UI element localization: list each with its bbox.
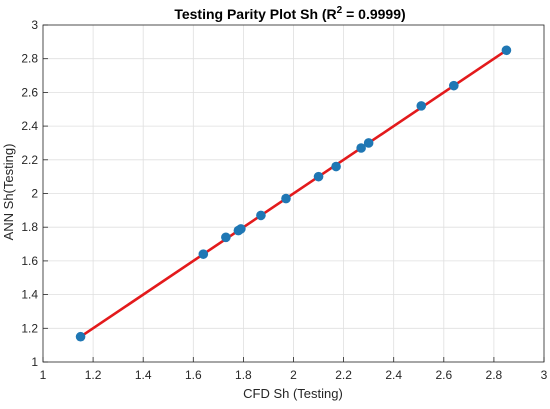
x-tick-label: 1.6 xyxy=(185,368,202,382)
x-tick-label: 1.2 xyxy=(85,368,102,382)
x-tick-label: 2.2 xyxy=(335,368,352,382)
y-tick-label: 3 xyxy=(31,18,38,32)
y-tick-label: 1 xyxy=(31,355,38,369)
y-tick-label: 2.8 xyxy=(21,52,38,66)
axis-ticks: 1 1.2 1.4 1.6 1.8 2 2.2 2.4 2.6 2.8 3 1 1.2 1.4 1.6 1.8… xyxy=(21,18,547,382)
x-tick-label: 2.6 xyxy=(435,368,452,382)
data-point xyxy=(363,138,374,148)
data-point xyxy=(416,101,427,111)
y-tick-label: 1.4 xyxy=(21,288,38,302)
y-tick-label: 2.6 xyxy=(21,85,38,99)
x-tick-label: 2.8 xyxy=(486,368,503,382)
data-point xyxy=(198,249,209,259)
x-tick-label: 2 xyxy=(290,368,297,382)
data-point xyxy=(331,161,341,172)
data-point xyxy=(236,224,246,234)
data-point xyxy=(313,171,324,182)
x-tick-label: 1 xyxy=(40,368,47,382)
x-tick-label: 1.4 xyxy=(135,368,152,382)
data-point xyxy=(256,210,266,221)
x-axis-label: CFD Sh (Testing) xyxy=(243,386,343,401)
y-tick-label: 2.4 xyxy=(21,119,38,133)
data-point xyxy=(449,80,459,91)
chart-title-main: Testing Parity Plot Sh (R xyxy=(174,6,336,22)
data-point xyxy=(356,143,366,153)
y-axis-label: ANN Sh(Testing) xyxy=(1,144,16,241)
data-point xyxy=(75,331,86,342)
y-tick-label: 2.2 xyxy=(21,153,38,167)
x-tick-label: 1.8 xyxy=(235,368,252,382)
chart-title-superscript: 2 xyxy=(337,5,343,16)
data-point xyxy=(281,193,291,204)
y-tick-label: 1.8 xyxy=(21,220,38,234)
fit-line-layer xyxy=(79,48,508,339)
chart-title-tail: = 0.9999) xyxy=(342,6,405,22)
x-tick-label: 3 xyxy=(541,368,548,382)
y-tick-label: 1.2 xyxy=(21,321,38,335)
y-tick-label: 2 xyxy=(31,187,38,201)
data-point xyxy=(501,45,512,56)
data-points xyxy=(75,45,512,342)
data-point xyxy=(221,232,231,243)
chart-title: Testing Parity Plot Sh (R2 = 0.9999) xyxy=(174,5,405,22)
x-tick-label: 2.4 xyxy=(385,368,402,382)
y-tick-label: 1.6 xyxy=(21,254,38,268)
fit-line xyxy=(79,48,508,339)
